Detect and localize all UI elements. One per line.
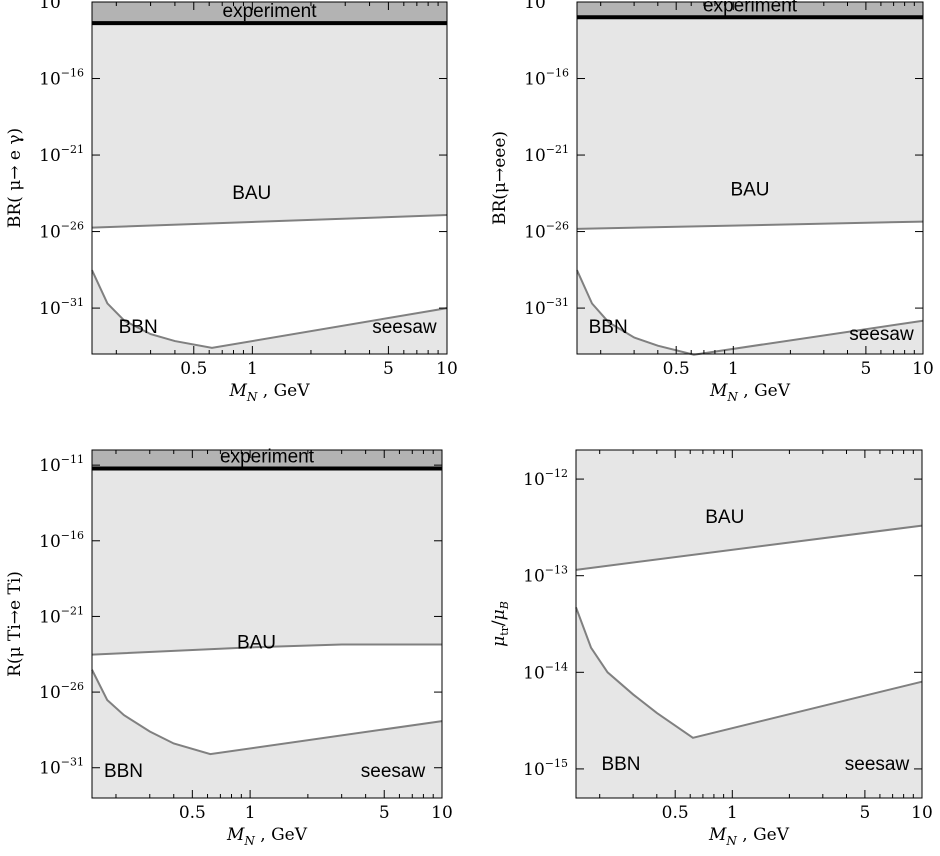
- allowed-region: [92, 215, 447, 348]
- y-axis-title: μtr/μB: [489, 601, 511, 647]
- y-tick-label: 10−26: [39, 680, 84, 703]
- x-tick-label: 1: [728, 359, 739, 379]
- series-seesaw-curve: [575, 607, 923, 739]
- y-tick-label: 10−26: [524, 220, 569, 243]
- chart-panel-bottom-right: BAU BBN seesaw 0.5 1 5 10 10−12 10−13 10−14 10−15 M…: [489, 449, 933, 848]
- experiment-band: [92, 450, 442, 469]
- x-tick-label: 10: [431, 803, 453, 823]
- label-bbn: BBN: [589, 317, 628, 338]
- x-tick-label: 0.5: [663, 359, 690, 379]
- plot-frame: [575, 449, 923, 799]
- y-axis-title: BR( μ→ e γ): [5, 128, 25, 228]
- y-tick-label: 10−21: [39, 143, 84, 166]
- series-bau-curve: [91, 214, 448, 229]
- label-bbn: BBN: [104, 761, 143, 782]
- label-bau: BAU: [232, 183, 271, 204]
- y-tick-label: 10−26: [39, 220, 84, 243]
- x-tick-label: 10: [911, 803, 933, 823]
- y-axis-title: BR(μ→eee): [490, 131, 510, 225]
- y-tick-label: 10−13: [523, 564, 568, 587]
- y-tick-label: 10−31: [39, 296, 84, 319]
- y-axis-title: R(μ Ti→e Ti): [5, 571, 25, 677]
- x-tick-label: 5: [860, 359, 871, 379]
- y-tick-label: 10−16: [524, 67, 569, 90]
- x-tick-label: 0.5: [662, 803, 689, 823]
- y-tick-label: 10−16: [39, 67, 84, 90]
- allowed-region: [576, 525, 922, 738]
- series-bau-curve: [91, 643, 442, 656]
- y-tick-label: 10−31: [39, 756, 84, 779]
- label-seesaw: seesaw: [845, 754, 910, 775]
- experiment-band: [92, 2, 447, 24]
- x-axis-title: MN , GeV: [226, 825, 308, 848]
- x-tick-label: 5: [383, 359, 394, 379]
- label-experiment: experiment: [703, 0, 798, 16]
- y-tick-label: 10−11: [524, 0, 569, 13]
- label-bau: BAU: [705, 507, 744, 528]
- x-tick-label: 1: [245, 803, 256, 823]
- series-seesaw-curve: [576, 269, 924, 356]
- x-tick-label: 5: [379, 803, 390, 823]
- y-tick-label: 10−21: [39, 604, 84, 627]
- allowed-region: [577, 221, 923, 355]
- y-tick-label: 10−14: [523, 660, 568, 683]
- label-experiment: experiment: [220, 446, 315, 467]
- allowed-region: [92, 644, 442, 755]
- plot-frame: [576, 1, 924, 355]
- label-bbn: BBN: [601, 754, 640, 775]
- label-bau: BAU: [730, 180, 769, 201]
- label-seesaw: seesaw: [849, 324, 914, 345]
- label-bbn: BBN: [119, 317, 158, 338]
- x-tick-label: 10: [912, 359, 934, 379]
- y-tick-label: 10−11: [39, 0, 84, 13]
- chart-panel-top-left: experiment BAU BBN seesaw 0.5 1 5 10 10−11 10−16 1…: [5, 0, 458, 404]
- x-tick-label: 1: [727, 803, 738, 823]
- series-seesaw-curve: [91, 669, 443, 756]
- x-axis-title: MN , GeV: [228, 381, 310, 404]
- x-axis-title: MN , GeV: [709, 381, 791, 404]
- y-tick-label: 10−15: [523, 757, 568, 780]
- label-bau: BAU: [237, 632, 276, 653]
- x-tick-label: 5: [859, 803, 870, 823]
- y-tick-label: 10−16: [39, 529, 84, 552]
- series-bau-curve: [576, 220, 924, 230]
- y-tick-label: 10−12: [523, 467, 568, 490]
- x-tick-label: 0.5: [179, 803, 206, 823]
- label-experiment: experiment: [223, 1, 318, 22]
- x-tick-label: 10: [436, 359, 458, 379]
- chart-panel-top-right: experiment BAU BBN seesaw 0.5 1 5 10 10−11 10−16 1…: [490, 0, 934, 404]
- x-tick-label: 0.5: [180, 359, 207, 379]
- y-tick-label: 10−11: [39, 453, 84, 476]
- y-tick-label: 10−31: [524, 296, 569, 319]
- experiment-band: [577, 2, 923, 18]
- chart-panel-bottom-left: experiment BAU BBN seesaw 0.5 1 5 10 10−11 10−16 1…: [5, 446, 453, 848]
- series-bau-curve: [575, 524, 923, 571]
- plot-frame: [91, 449, 443, 799]
- x-axis-title: MN , GeV: [708, 825, 790, 848]
- series-seesaw-curve: [91, 269, 448, 349]
- x-tick-label: 1: [247, 359, 258, 379]
- plot-frame: [91, 1, 448, 355]
- label-seesaw: seesaw: [372, 317, 437, 338]
- y-tick-label: 10−21: [524, 143, 569, 166]
- label-seesaw: seesaw: [361, 761, 426, 782]
